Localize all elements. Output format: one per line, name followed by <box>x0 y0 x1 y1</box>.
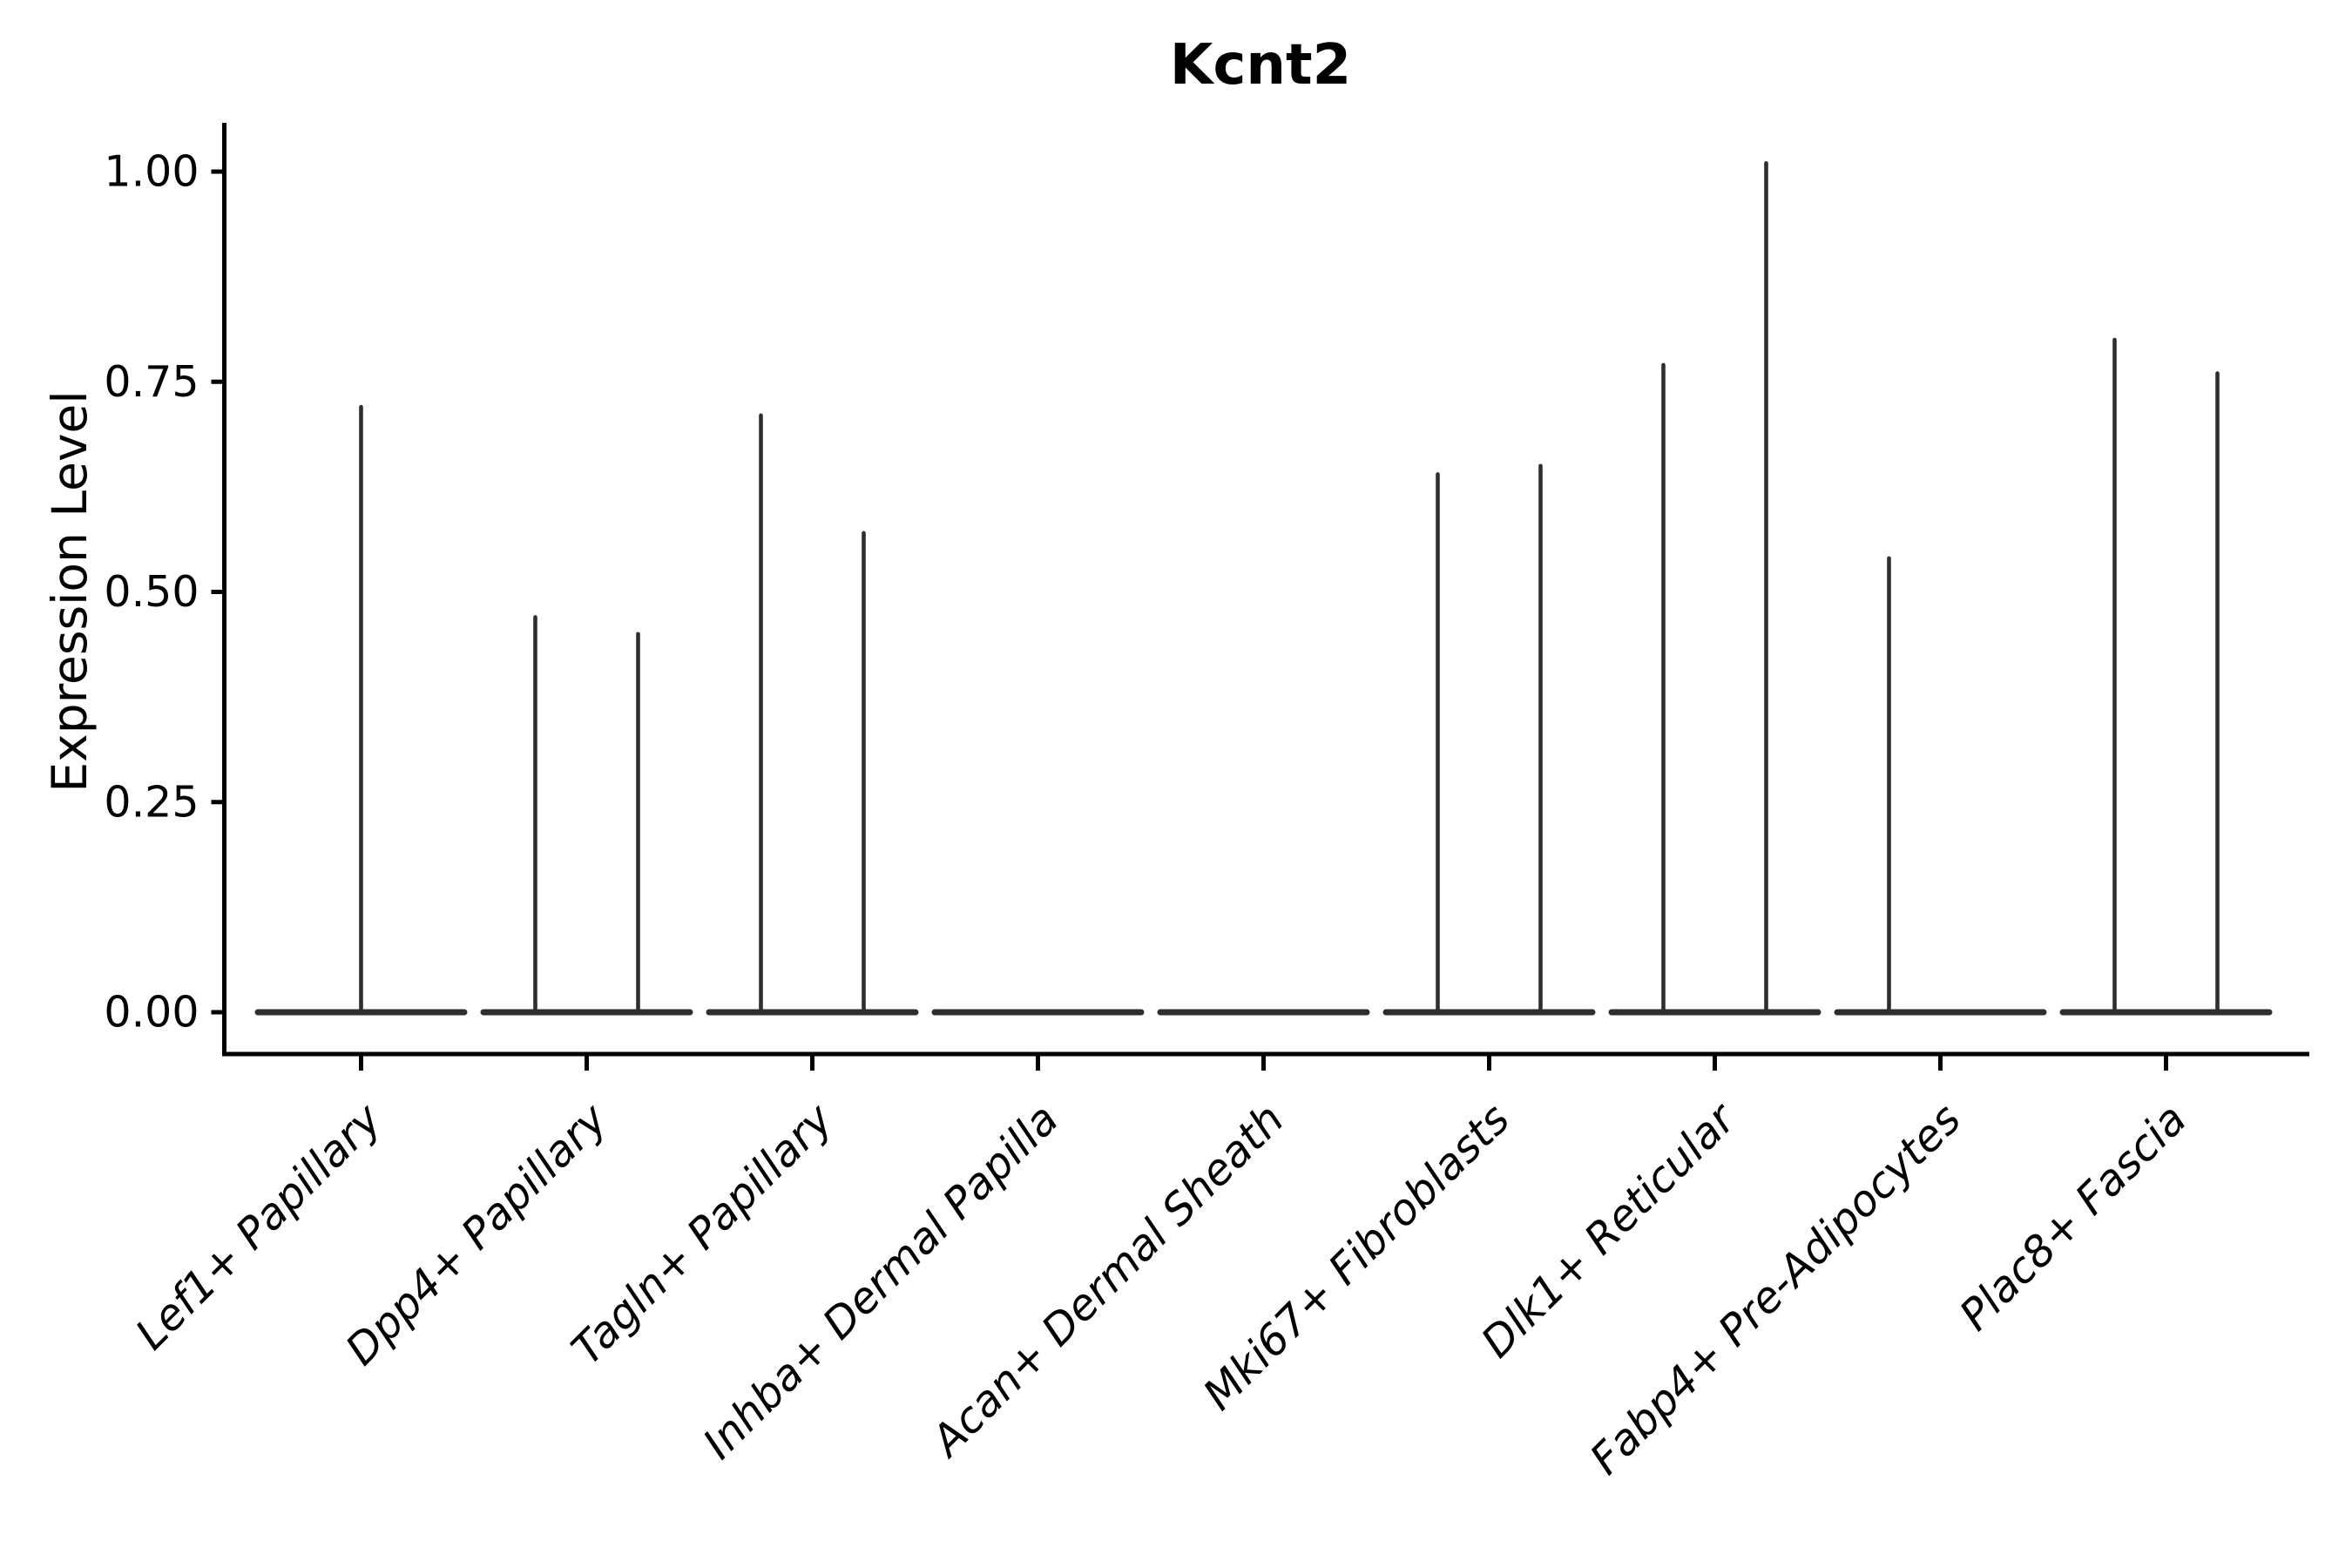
y-axis-ticks: 0.00 0.25 0.50 0.75 1.00 <box>104 147 225 1037</box>
violin <box>480 615 693 1016</box>
violin <box>706 413 919 1016</box>
y-axis-label: Expression Level <box>42 390 98 792</box>
y-tick-label: 0.00 <box>104 988 199 1037</box>
y-tick-label: 1.00 <box>104 147 199 197</box>
x-tick-label: Inhba+ Dermal Papilla <box>693 1094 1068 1469</box>
x-tick-label: Plac8+ Fascia <box>1950 1094 2196 1340</box>
violin <box>1608 161 1821 1016</box>
x-tick-label: Lef1+ Papillary <box>126 1093 392 1359</box>
violin <box>2059 337 2273 1016</box>
y-tick-label: 0.75 <box>104 357 199 407</box>
y-tick-label: 0.50 <box>104 567 199 617</box>
violin <box>1834 556 2047 1016</box>
violin <box>254 404 468 1016</box>
y-tick-label: 0.25 <box>104 777 199 827</box>
violin <box>1382 463 1596 1016</box>
chart-title: Kcnt2 <box>1170 33 1351 98</box>
violins <box>254 161 2273 1016</box>
x-tick-label: Fabp4+ Pre-Adipocytes <box>1580 1094 1970 1484</box>
